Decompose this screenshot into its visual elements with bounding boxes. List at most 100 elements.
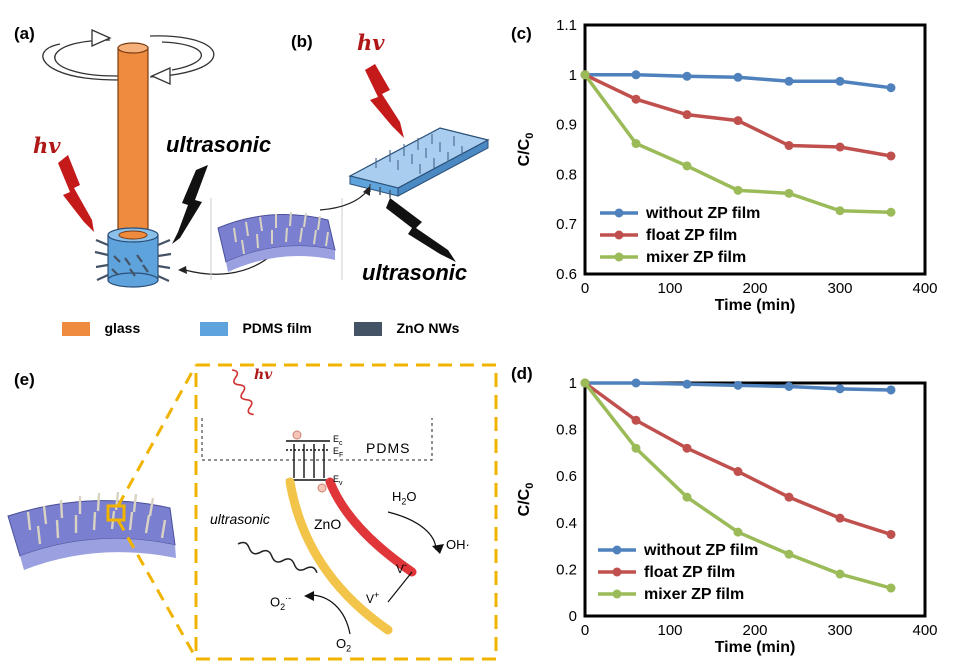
y-tick-label: 0.4 <box>556 515 577 532</box>
legend-marker <box>614 252 624 262</box>
data-point <box>886 583 896 593</box>
data-point <box>733 380 743 390</box>
ultrasonic-bolt-icon <box>172 165 208 244</box>
band-diagram <box>286 440 330 481</box>
data-point <box>835 384 845 394</box>
panel-label-b: (b) <box>291 32 313 51</box>
legend-item-zno: ZnO NWs <box>354 320 459 338</box>
data-point <box>835 142 845 152</box>
legend-label: float ZP film <box>646 227 737 244</box>
light-bolt-icon <box>365 64 404 138</box>
zno-pdms-film <box>7 491 176 570</box>
y-tick-label: 0.9 <box>556 117 577 134</box>
data-point <box>733 72 743 82</box>
y-tick-label: 0.8 <box>556 166 577 183</box>
data-point <box>733 467 743 477</box>
data-point <box>784 549 794 559</box>
y-tick-label: 0.6 <box>556 266 577 283</box>
panel-label-e: (e) <box>14 370 35 389</box>
glass-swatch <box>62 321 90 336</box>
rotation-arrow-icon <box>42 28 215 86</box>
zno-nanowires <box>94 238 172 283</box>
data-point <box>682 492 692 502</box>
oh-label: OH· <box>446 537 470 552</box>
y-tick-label: 0.7 <box>556 216 577 233</box>
y-tick-label: 1 <box>569 67 577 84</box>
data-point <box>784 76 794 86</box>
data-point <box>733 185 743 195</box>
legend-marker <box>612 567 622 577</box>
legend-label: without ZP film <box>643 542 758 559</box>
data-point <box>886 151 896 161</box>
data-point <box>733 116 743 126</box>
ultrasonic-wave-icon <box>237 541 318 574</box>
y-axis-label: C/C0 <box>516 133 536 167</box>
data-point <box>835 569 845 579</box>
v-minus-label: V- <box>396 560 408 576</box>
panel-a-illustration <box>42 28 269 288</box>
panel-e-illustration <box>7 363 498 661</box>
data-point <box>682 443 692 453</box>
ultrasonic-label-b: ultrasonic <box>362 260 468 285</box>
data-point <box>886 83 896 93</box>
y-axis-label: C/C0 <box>516 483 536 517</box>
glass-rod <box>117 42 149 239</box>
y-tick-label: 0.8 <box>556 422 577 439</box>
o2-label: O2 <box>336 636 352 654</box>
x-tick-label: 200 <box>742 280 767 297</box>
series-line <box>583 381 892 537</box>
h2o-label: H2O <box>392 489 417 507</box>
x-tick-label: 200 <box>742 622 767 639</box>
series-line <box>584 73 892 158</box>
data-point <box>631 443 641 453</box>
plot-frame <box>583 381 927 618</box>
x-tick-label: 100 <box>657 280 682 297</box>
data-point <box>784 381 794 391</box>
hv-label-b: hv <box>357 30 385 55</box>
y-tick-label: 0.6 <box>556 468 577 485</box>
legend-marker <box>614 230 624 240</box>
zno-pdms-film <box>217 211 336 272</box>
plot-frame <box>583 23 927 276</box>
data-point <box>835 206 845 216</box>
material-legend: glass PDMS film ZnO NWs <box>62 320 482 340</box>
legend-label: mixer ZP film <box>644 586 744 603</box>
y-tick-label: 0 <box>569 608 577 625</box>
chart-d: 0 0.2 0.4 0.6 0.8 1 0 100 200 300 400 Time (min) C/C… <box>516 375 938 656</box>
x-tick-label: 0 <box>581 280 589 297</box>
ultrasonic-bolt-icon <box>386 198 456 262</box>
pdms-label: PDMS <box>366 440 411 456</box>
light-bolt-icon <box>58 155 94 232</box>
data-point <box>784 492 794 502</box>
y-tick-label: 0.2 <box>556 561 577 578</box>
pdms-plate <box>348 127 490 198</box>
x-tick-label: 0 <box>581 622 589 639</box>
legend-marker <box>612 545 622 555</box>
data-point <box>886 385 896 395</box>
data-point <box>886 529 896 539</box>
legend-label: without ZP film <box>645 205 760 222</box>
data-point <box>784 188 794 198</box>
v-plus-label: V+ <box>366 590 380 606</box>
x-tick-label: 100 <box>657 622 682 639</box>
y-tick-label: 1 <box>569 375 577 392</box>
ec-label: Ec <box>333 434 343 447</box>
zoom-box <box>194 363 498 661</box>
data-point <box>682 161 692 171</box>
data-point <box>631 378 641 388</box>
legend-marker <box>612 589 622 599</box>
x-tick-label: 400 <box>912 622 937 639</box>
data-point <box>631 94 641 104</box>
legend-label: glass <box>104 320 141 336</box>
ef-label: EF <box>333 446 344 459</box>
data-point <box>631 415 641 425</box>
x-axis-label: Time (min) <box>715 297 796 314</box>
legend-marker <box>614 208 624 218</box>
legend-item-pdms: PDMS film <box>200 320 312 338</box>
panel-label-a: (a) <box>14 24 35 43</box>
x-axis-label: Time (min) <box>715 639 796 656</box>
data-point <box>682 71 692 81</box>
legend-label: float ZP film <box>644 564 735 581</box>
legend-label: ZnO NWs <box>396 320 460 336</box>
data-point <box>580 378 590 388</box>
